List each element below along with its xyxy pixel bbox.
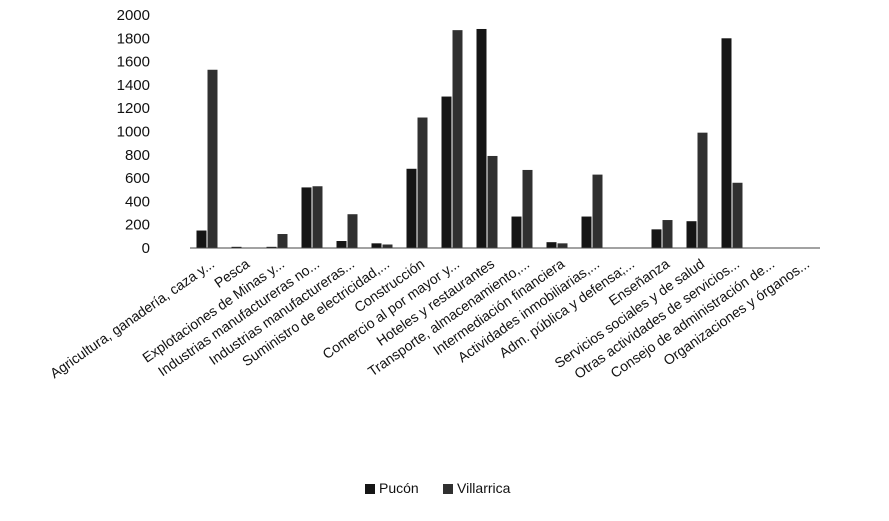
bar-pucon: [686, 221, 697, 248]
bar-pucon: [476, 28, 487, 249]
bar-villarrica: [347, 214, 358, 248]
bar-pucon: [721, 38, 732, 248]
bar-pucon: [231, 246, 242, 248]
bar-villarrica: [732, 182, 743, 248]
bars: [196, 28, 743, 249]
bar-villarrica: [697, 132, 708, 248]
bar-pucon: [336, 241, 347, 248]
legend-label-villarrica: Villarrica: [457, 480, 511, 496]
bar-pucon: [441, 96, 452, 248]
y-tick-label: 600: [125, 170, 150, 187]
bar-pucon: [196, 230, 207, 248]
bar-pucon: [266, 246, 277, 248]
bar-villarrica: [312, 186, 323, 248]
x-axis-category-labels: Agricultura, ganadería, caza y...PescaEx…: [47, 255, 812, 382]
bar-villarrica: [487, 155, 498, 248]
y-axis-ticks: 0 200 400 600 800 1000 1200 1400 1600 1800 2000: [117, 7, 150, 257]
legend-swatch-villarrica: [443, 484, 453, 494]
bar-pucon: [301, 187, 312, 248]
bar-villarrica: [662, 220, 673, 248]
y-tick-label: 1800: [117, 30, 150, 47]
y-tick-label: 1600: [117, 54, 150, 71]
bar-pucon: [546, 242, 557, 248]
bar-pucon: [581, 216, 592, 248]
bar-villarrica: [382, 244, 393, 248]
y-tick-label: 1200: [117, 100, 150, 117]
legend: Pucón Villarrica: [365, 480, 511, 496]
y-tick-label: 1400: [117, 77, 150, 94]
bar-pucon: [651, 229, 662, 248]
bar-pucon: [511, 216, 522, 248]
bar-villarrica: [592, 174, 603, 248]
y-tick-label: 800: [125, 147, 150, 164]
y-tick-label: 2000: [117, 7, 150, 24]
bar-villarrica: [522, 169, 533, 248]
y-tick-label: 200: [125, 217, 150, 234]
bar-villarrica: [277, 234, 288, 248]
bar-pucon: [406, 168, 417, 248]
bar-villarrica: [417, 117, 428, 249]
y-tick-label: 1000: [117, 124, 150, 141]
y-tick-label: 400: [125, 193, 150, 210]
y-tick-label: 0: [142, 240, 150, 257]
bar-villarrica: [207, 69, 218, 248]
bar-villarrica: [452, 30, 463, 248]
bar-pucon: [371, 243, 382, 248]
bar-villarrica: [557, 243, 568, 248]
legend-swatch-pucon: [365, 484, 375, 494]
legend-label-pucon: Pucón: [379, 480, 419, 496]
